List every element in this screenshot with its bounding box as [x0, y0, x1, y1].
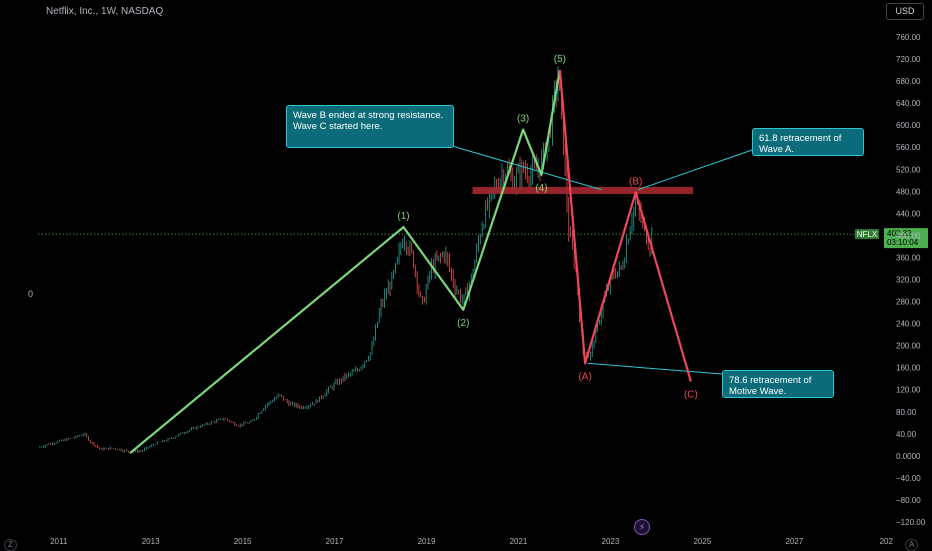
y-tick-label: 600.00 [896, 121, 921, 130]
callout-connector-fib-618 [637, 149, 753, 191]
symbol-label: NFLX [857, 230, 878, 239]
y-tick-label: 480.00 [896, 187, 921, 196]
y-tick-label: 520.00 [896, 165, 921, 174]
currency-selector[interactable]: USD [886, 3, 924, 20]
lightning-icon[interactable]: ⚡ [634, 519, 650, 535]
price-tag-bg [884, 228, 928, 249]
callout-wave-b[interactable]: Wave B ended at strong resistance. Wave … [286, 105, 454, 148]
timezone-button[interactable]: Z [4, 539, 17, 551]
x-tick-label: 2011 [50, 537, 68, 546]
wave-label: (B) [629, 176, 642, 187]
x-tick-label: 202 [880, 537, 894, 546]
y-tick-label: −40.00 [896, 474, 921, 483]
y-tick-label: −80.00 [896, 496, 921, 505]
bar-countdown-label: 03:10:04 [887, 238, 919, 247]
motive-wave-line [129, 69, 561, 454]
wave-label: (3) [517, 114, 529, 125]
y-tick-label: 720.00 [896, 55, 921, 64]
wave-label: (2) [457, 318, 469, 329]
x-tick-label: 2023 [602, 537, 620, 546]
wave-label: (1) [397, 211, 409, 222]
auto-scale-button[interactable]: A [905, 539, 918, 551]
y-tick-label: 240.00 [896, 320, 921, 329]
wave-label: (A) [578, 371, 591, 382]
y-tick-label: 440.00 [896, 209, 921, 218]
callout-connector-fib-786 [587, 362, 723, 375]
x-tick-label: 2021 [510, 537, 528, 546]
y-axis: 760.00 720.00 680.00 640.00 600.00 560.00 520.… [896, 33, 926, 527]
x-tick-label: 2017 [326, 537, 344, 546]
y-tick-label: 760.00 [896, 33, 921, 42]
x-tick-label: 2015 [234, 537, 252, 546]
y-tick-label: 320.00 [896, 276, 921, 285]
y-tick-label: 0.0000 [896, 452, 921, 461]
y-tick-label: 80.00 [896, 408, 917, 417]
symbol-tag-bg [855, 229, 879, 240]
wave-overlays: (1) (2) (3) (4) (5) (A) (B) (C) NFLX 402.3203:10:… [38, 54, 928, 454]
chart-title: Netflix, Inc., 1W, NASDAQ [46, 6, 164, 17]
y-tick-label: 360.00 [896, 253, 921, 262]
x-tick-label: 2019 [418, 537, 436, 546]
y-tick-label: 200.00 [896, 342, 921, 351]
callout-connector-wave-b [451, 145, 602, 191]
y-tick-label: 400.00 [896, 231, 921, 240]
left-scale-marker: 0 [28, 289, 34, 299]
wave-label: (4) [535, 183, 547, 194]
resistance-zone [472, 186, 694, 195]
x-axis: 2011 2013 2015 2017 2019 2021 2023 2025 2027 202 [50, 537, 893, 546]
callout-fib-618[interactable]: 61.8 retracement of Wave A. [752, 128, 864, 156]
wave-label: (C) [684, 389, 698, 400]
y-tick-label: 40.00 [896, 430, 917, 439]
y-tick-label: 680.00 [896, 77, 921, 86]
wave-label: (5) [554, 54, 566, 65]
corrective-wave-line [558, 70, 692, 382]
x-tick-label: 2027 [785, 537, 803, 546]
y-tick-label: 560.00 [896, 143, 921, 152]
y-tick-label: 280.00 [896, 298, 921, 307]
current-price-label: 402.32 [887, 229, 912, 238]
callout-fib-786[interactable]: 78.6 retracement of Motive Wave. [722, 370, 834, 398]
y-tick-label: −120.00 [896, 518, 926, 527]
x-tick-label: 2013 [142, 537, 160, 546]
x-tick-label: 2025 [693, 537, 711, 546]
y-tick-label: 160.00 [896, 364, 921, 373]
y-tick-label: 640.00 [896, 99, 921, 108]
y-tick-label: 120.00 [896, 386, 921, 395]
